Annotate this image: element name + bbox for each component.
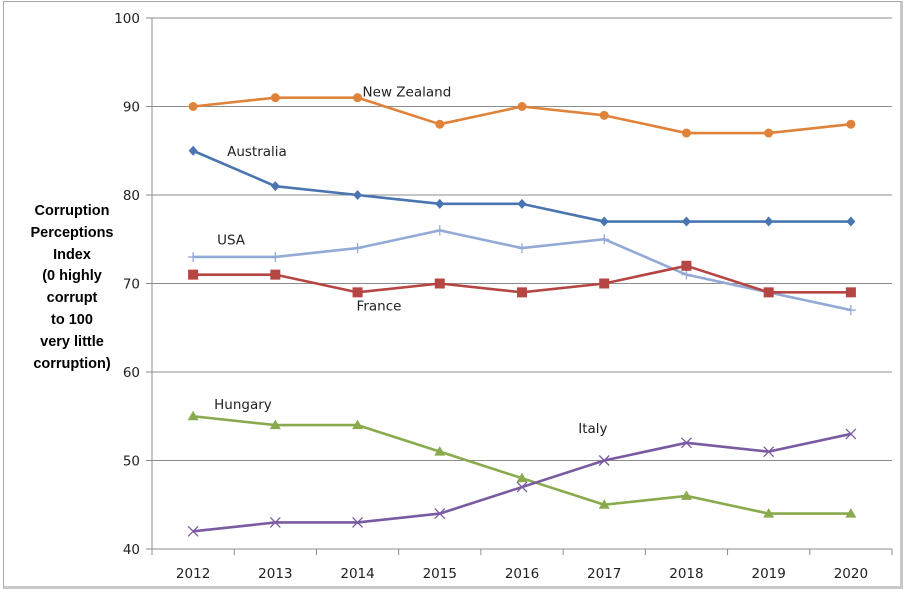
italy-data-point xyxy=(598,455,610,466)
x-tick-label: 2016 xyxy=(505,566,539,582)
new-zealand-data-point xyxy=(270,93,280,103)
new-zealand-data-point xyxy=(599,110,609,120)
hungary-data-point xyxy=(434,446,446,456)
australia-line xyxy=(192,149,851,223)
italy-data-point xyxy=(680,437,692,449)
series-label-hungary: Hungary xyxy=(214,397,272,413)
x-tick-label: 2014 xyxy=(340,566,374,582)
hungary-data-point xyxy=(845,508,857,518)
france-data-point xyxy=(599,278,610,289)
y-tick-label: 50 xyxy=(123,454,140,470)
france-data-point xyxy=(763,287,774,298)
usa-data-point xyxy=(681,269,692,280)
x-tick-label: 2017 xyxy=(587,566,621,582)
series-label-usa: USA xyxy=(217,232,246,248)
series-label-australia: Australia xyxy=(227,144,287,160)
france-data-point xyxy=(845,287,856,298)
italy-data-point xyxy=(763,446,775,458)
series-label-italy: Italy xyxy=(578,421,607,437)
australia-data-point xyxy=(681,216,691,227)
new-zealand-data-point xyxy=(353,93,363,103)
hungary-data-point xyxy=(269,419,281,430)
hungary-data-point xyxy=(680,490,692,500)
italy-data-point xyxy=(352,516,364,528)
australia-data-point xyxy=(435,198,445,209)
australia-data-point xyxy=(270,181,280,192)
france-data-point xyxy=(270,269,281,280)
new-zealand-data-point xyxy=(846,119,856,129)
y-axis-label-line: corrupt xyxy=(46,290,98,307)
y-axis-label-line: Corruption xyxy=(34,203,110,219)
usa-data-point xyxy=(270,251,281,262)
y-tick-label: 40 xyxy=(123,542,140,558)
y-axis-label-line: Perceptions xyxy=(30,224,114,241)
usa-data-point xyxy=(599,234,610,245)
series-label-france: France xyxy=(357,299,402,315)
x-tick-label: 2013 xyxy=(258,566,292,582)
usa-data-point xyxy=(188,251,199,262)
new-zealand-data-point xyxy=(188,102,198,111)
hungary-data-point xyxy=(598,499,610,509)
x-tick-label: 2019 xyxy=(751,566,785,582)
usa-data-point xyxy=(517,243,527,254)
x-tick-label: 2018 xyxy=(669,566,703,582)
hungary-data-point xyxy=(516,472,528,483)
y-tick-label: 80 xyxy=(123,188,140,204)
france-data-point xyxy=(434,278,445,289)
new-zealand-data-point xyxy=(435,119,445,129)
australia-data-point xyxy=(846,216,856,227)
y-tick-label: 100 xyxy=(114,11,140,27)
y-tick-label: 90 xyxy=(123,100,140,116)
y-tick-label: 60 xyxy=(123,365,140,381)
italy-data-point xyxy=(845,428,857,440)
usa-data-point xyxy=(352,243,363,254)
y-tick-label: 70 xyxy=(123,277,140,293)
hungary-line xyxy=(192,414,851,515)
australia-data-point xyxy=(764,216,774,227)
france-data-point xyxy=(517,287,527,298)
y-axis-label-line: (0 highly xyxy=(42,268,102,285)
france-data-point xyxy=(681,260,692,271)
hungary-data-point xyxy=(352,419,364,430)
usa-data-point xyxy=(845,305,856,316)
y-axis-label-line: to 100 xyxy=(51,311,93,328)
chart-frame xyxy=(3,1,903,589)
italy-data-point xyxy=(187,525,199,537)
australia-data-point xyxy=(188,145,198,156)
hungary-data-point xyxy=(187,410,199,421)
australia-data-point xyxy=(517,198,527,209)
new-zealand-data-point xyxy=(517,102,527,111)
y-axis-label-line: Index xyxy=(53,246,91,263)
x-tick-label: 2015 xyxy=(423,566,457,582)
new-zealand-data-point xyxy=(681,128,691,138)
usa-line xyxy=(193,229,852,312)
y-axis-label-line: very little xyxy=(40,333,104,350)
new-zealand-data-point xyxy=(764,128,774,138)
usa-data-point xyxy=(434,225,445,236)
x-tick-label: 2020 xyxy=(834,566,868,582)
australia-data-point xyxy=(353,190,363,200)
france-data-point xyxy=(188,269,199,280)
y-axis-label: Corruption Perceptions Index (0 highly c… xyxy=(8,201,136,375)
x-tick-label: 2012 xyxy=(176,566,210,582)
italy-data-point xyxy=(516,481,528,493)
italy-data-point xyxy=(269,516,281,528)
australia-data-point xyxy=(599,216,609,227)
hungary-data-point xyxy=(763,508,775,518)
series-label-new-zealand: New Zealand xyxy=(363,84,452,100)
italy-data-point xyxy=(434,508,446,520)
france-data-point xyxy=(352,287,363,298)
y-axis-label-line: corruption) xyxy=(33,355,111,372)
italy-line xyxy=(192,432,852,533)
